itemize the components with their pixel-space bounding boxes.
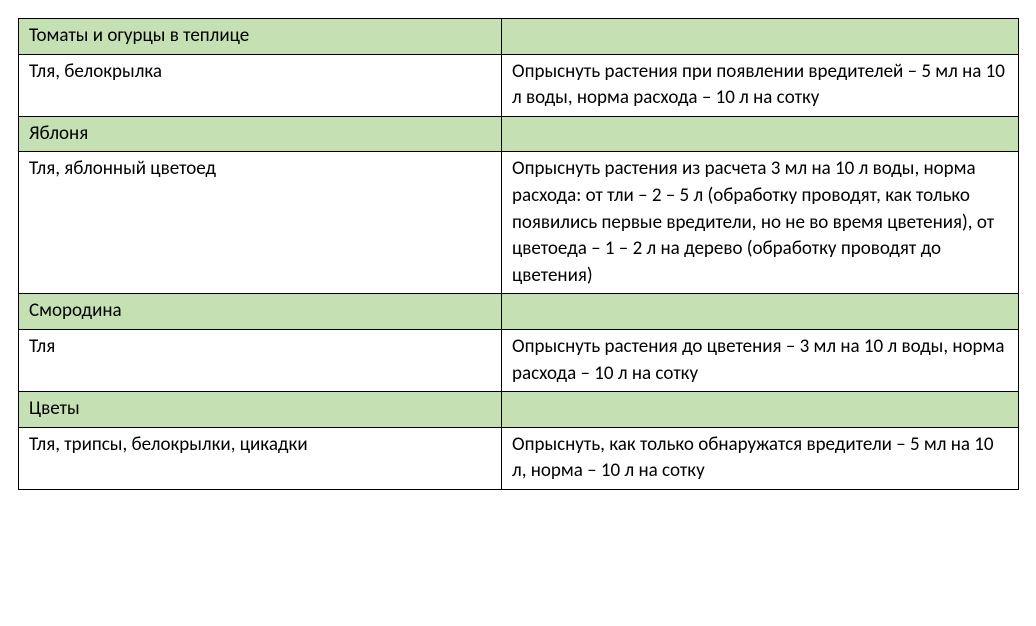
section-header-row: Яблоня: [19, 116, 1019, 152]
section-title: Яблоня: [19, 116, 502, 152]
pest-cell: Тля, белокрылка: [19, 54, 502, 116]
section-header-row: Томаты и огурцы в теплице: [19, 19, 1019, 55]
pest-treatment-table: Томаты и огурцы в теплице Тля, белокрылк…: [18, 18, 1019, 490]
pest-cell: Тля, трипсы, белокрылки, цикадки: [19, 427, 502, 489]
section-title: Цветы: [19, 392, 502, 428]
treatment-cell: Опрыснуть растения до цветения – 3 мл на…: [502, 329, 1019, 391]
data-row: Тля, яблонный цветоед Опрыснуть растения…: [19, 152, 1019, 294]
section-header-row: Цветы: [19, 392, 1019, 428]
treatment-cell: Опрыснуть растения при появлении вредите…: [502, 54, 1019, 116]
treatment-cell: Опрыснуть, как только обнаружатся вредит…: [502, 427, 1019, 489]
table-body: Томаты и огурцы в теплице Тля, белокрылк…: [19, 19, 1019, 490]
section-header-empty: [502, 294, 1019, 330]
section-title: Томаты и огурцы в теплице: [19, 19, 502, 55]
section-header-row: Смородина: [19, 294, 1019, 330]
treatment-cell: Опрыснуть растения из расчета 3 мл на 10…: [502, 152, 1019, 294]
section-title: Смородина: [19, 294, 502, 330]
pest-cell: Тля: [19, 329, 502, 391]
pest-cell: Тля, яблонный цветоед: [19, 152, 502, 294]
data-row: Тля, белокрылка Опрыснуть растения при п…: [19, 54, 1019, 116]
section-header-empty: [502, 19, 1019, 55]
data-row: Тля, трипсы, белокрылки, цикадки Опрысну…: [19, 427, 1019, 489]
section-header-empty: [502, 392, 1019, 428]
section-header-empty: [502, 116, 1019, 152]
data-row: Тля Опрыснуть растения до цветения – 3 м…: [19, 329, 1019, 391]
